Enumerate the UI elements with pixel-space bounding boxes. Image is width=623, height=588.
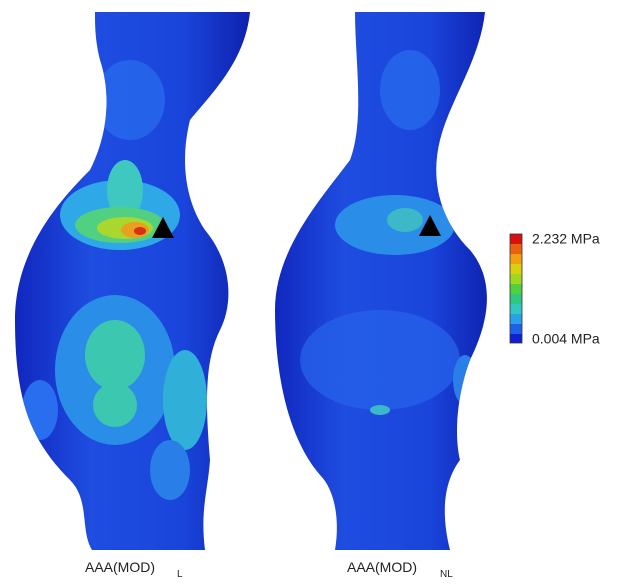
left-vessel — [15, 12, 250, 550]
panel-label: AAA(MOD) — [347, 559, 417, 575]
panel-label-main: AAA(MOD) — [347, 559, 417, 575]
panel-label-subscript: NL — [440, 569, 453, 580]
colorbar-min: 0.004 MPa — [532, 331, 600, 347]
right-vessel — [275, 12, 487, 550]
colorbar-max: 2.232 MPa — [532, 231, 600, 247]
marker — [152, 217, 174, 238]
panel-label-main: AAA(MOD) — [85, 559, 155, 575]
panel-label-subscript: L — [177, 569, 183, 580]
panel-label: AAA(MOD) — [85, 559, 155, 575]
marker — [419, 215, 441, 236]
colorbar: 2.232 MPa 0.004 MPa — [509, 231, 600, 347]
